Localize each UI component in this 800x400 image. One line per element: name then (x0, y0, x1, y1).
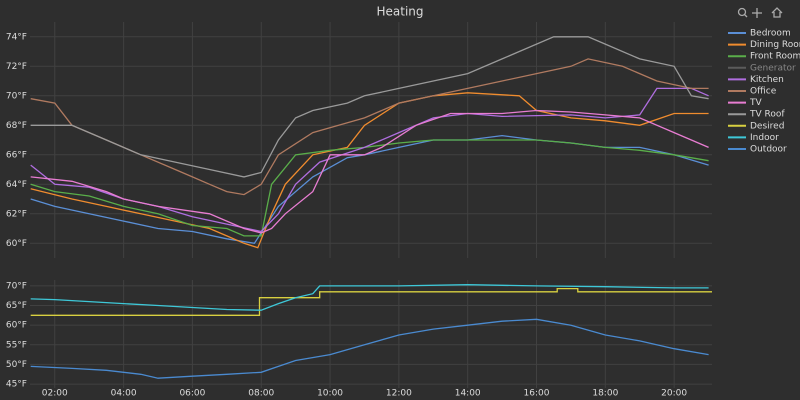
legend-item[interactable]: Office (728, 87, 777, 97)
series-line (30, 318, 709, 379)
x-tick-label: 08:00 (248, 389, 274, 399)
y-tick-label: 45°F (6, 380, 27, 390)
legend-label: Office (750, 87, 777, 97)
series-line (30, 287, 712, 316)
legend-item[interactable]: Desired (728, 121, 784, 131)
x-tick-label: 10:00 (317, 389, 343, 399)
legend-item[interactable]: Kitchen (728, 75, 784, 85)
y-tick-label: 62°F (6, 209, 27, 219)
series-line (30, 92, 709, 249)
legend-label: Dining Room (750, 40, 800, 50)
legend-label: Outdoor (750, 145, 787, 155)
y-tick-label: 74°F (6, 32, 27, 42)
legend-label: Generator (750, 63, 796, 73)
home-button[interactable] (771, 7, 783, 18)
legend-label: Bedroom (750, 29, 791, 39)
y-tick-label: 55°F (6, 340, 27, 350)
x-tick-label: 06:00 (179, 389, 205, 399)
y-tick-label: 70°F (6, 91, 27, 101)
legend-item[interactable]: Front Room (728, 52, 800, 62)
legend-item[interactable]: TV Roof (728, 110, 785, 120)
x-tick-label: 12:00 (386, 389, 412, 399)
x-tick-label: 16:00 (524, 389, 550, 399)
y-tick-label: 72°F (6, 62, 27, 72)
legend-label: TV (749, 98, 762, 108)
y-tick-label: 60°F (6, 239, 27, 249)
pan-button[interactable] (752, 8, 762, 18)
y-tick-label: 50°F (6, 360, 27, 370)
legend-label: Indoor (750, 133, 779, 143)
legend-label: Desired (750, 121, 784, 131)
series-line (30, 139, 709, 237)
y-tick-label: 65°F (6, 301, 27, 311)
legend-item[interactable]: Indoor (728, 133, 779, 143)
x-tick-label: 02:00 (42, 389, 68, 399)
chart-title: Heating (376, 5, 423, 19)
legend-item[interactable]: Generator (728, 63, 796, 73)
x-tick-label: 18:00 (592, 389, 618, 399)
series-line (30, 284, 709, 311)
series-line (30, 109, 709, 234)
y-tick-label: 70°F (6, 281, 27, 291)
legend-item[interactable]: Bedroom (728, 29, 791, 39)
y-tick-label: 60°F (6, 321, 27, 331)
x-tick-label: 04:00 (111, 389, 137, 399)
legend-item[interactable]: TV (728, 98, 762, 108)
legend-label: Kitchen (750, 75, 784, 85)
x-tick-label: 14:00 (455, 389, 481, 399)
legend-item[interactable]: Outdoor (728, 145, 787, 155)
zoom-button[interactable] (737, 7, 748, 18)
y-tick-label: 64°F (6, 180, 27, 190)
series-line (30, 36, 709, 178)
toolbar (737, 7, 783, 18)
x-tick-label: 20:00 (661, 389, 687, 399)
legend-item[interactable]: Dining Room (728, 40, 800, 50)
y-tick-label: 66°F (6, 150, 27, 160)
legend-label: Front Room (750, 52, 800, 62)
y-tick-label: 68°F (6, 121, 27, 131)
legend-label: TV Roof (749, 110, 785, 120)
